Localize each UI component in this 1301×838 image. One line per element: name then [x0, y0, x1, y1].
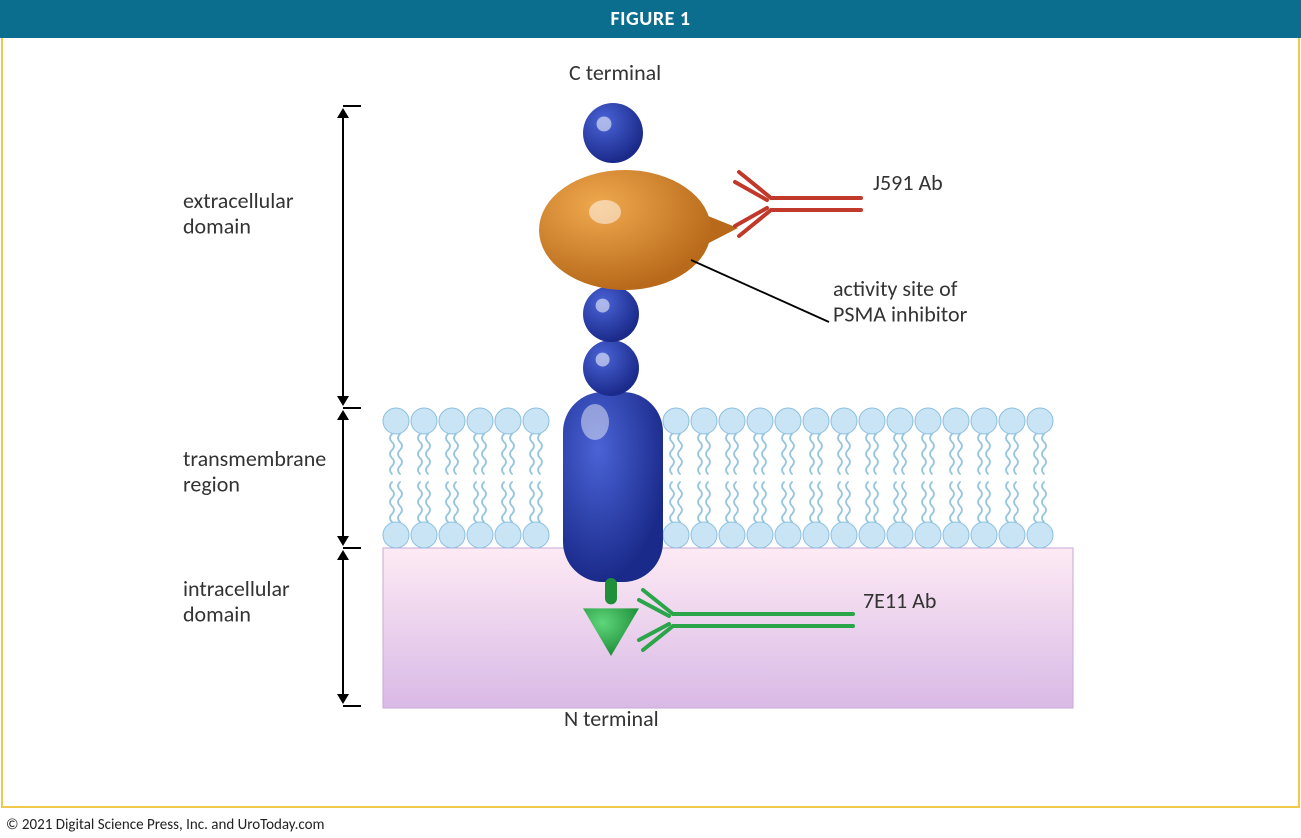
label-ab_7e11: 7E11 Ab: [863, 587, 936, 614]
label-j591: J591 Ab: [873, 169, 943, 196]
copyright: © 2021 Digital Science Press, Inc. and U…: [6, 816, 325, 834]
copyright-text: © 2021 Digital Science Press, Inc. and U…: [6, 816, 325, 834]
figure-header-title: FIGURE 1: [611, 7, 691, 31]
figure-header: FIGURE 1: [0, 0, 1301, 38]
label-extracellular: extracellulardomain: [183, 187, 294, 239]
label-c_terminal: C terminal: [569, 59, 661, 86]
diagram-stage: C terminal extracellulardomain transmembra…: [3, 38, 1301, 808]
label-intracellular: intracellulardomain: [183, 575, 290, 627]
label-transmembrane: transmembraneregion: [183, 445, 326, 497]
label-n_terminal: N terminal: [564, 705, 659, 732]
label-activity_site: activity site ofPSMA inhibitor: [833, 275, 968, 327]
figure-frame: C terminal extracellulardomain transmembra…: [1, 38, 1300, 808]
